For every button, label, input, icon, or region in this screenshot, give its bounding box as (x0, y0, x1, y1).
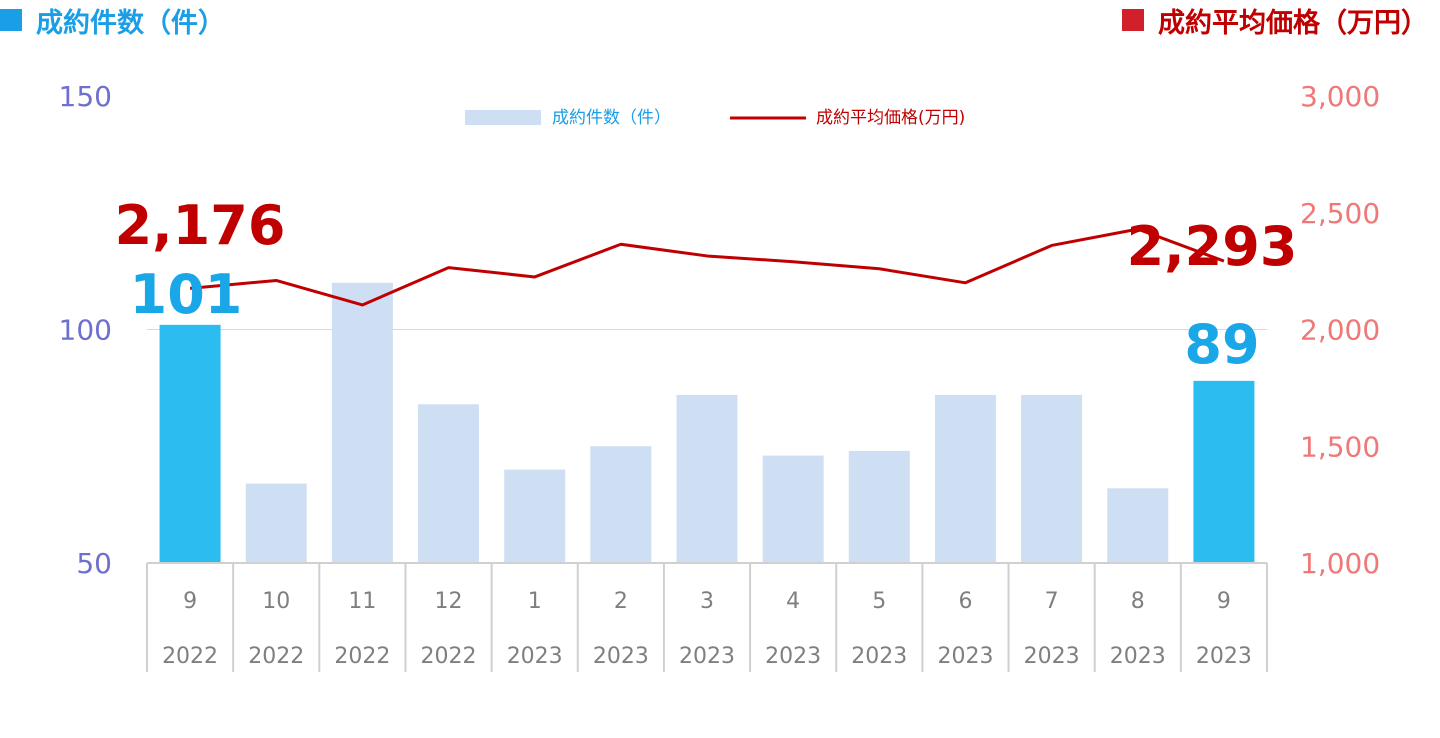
bar (331, 282, 393, 563)
bar (676, 394, 738, 563)
category-month-label: 9 (183, 589, 197, 614)
category-year-label: 2023 (765, 644, 821, 669)
category-year-label: 2022 (334, 644, 390, 669)
left-axis-title: 成約件数（件） (0, 0, 225, 40)
category-month-label: 1 (528, 589, 542, 614)
category-month-label: 4 (786, 589, 800, 614)
right-tick-label: 2,500 (1300, 197, 1380, 230)
category-month-label: 8 (1131, 589, 1145, 614)
category-month-label: 3 (700, 589, 714, 614)
red-square-icon (1122, 9, 1144, 31)
category-year-label: 2023 (937, 644, 993, 669)
bar (934, 394, 996, 563)
annotation-price-start: 2,176 (115, 194, 286, 257)
category-year-label: 2023 (1024, 644, 1080, 669)
bar (159, 324, 221, 563)
legend-bar-swatch (465, 110, 541, 125)
annotation-price-end: 2,293 (1127, 215, 1298, 278)
category-month-label: 9 (1217, 589, 1231, 614)
annotation-count-end: 89 (1184, 313, 1259, 376)
right-tick-label: 2,000 (1300, 314, 1380, 347)
category-month-label: 2 (614, 589, 628, 614)
category-month-label: 7 (1045, 589, 1059, 614)
category-year-label: 2022 (421, 644, 477, 669)
category-month-label: 11 (348, 589, 376, 614)
price-line (189, 227, 1225, 307)
bar (762, 455, 824, 563)
right-tick-label: 1,000 (1300, 547, 1380, 580)
bar (848, 450, 910, 563)
category-year-label: 2023 (1196, 644, 1252, 669)
category-month-label: 12 (435, 589, 463, 614)
bar (1193, 380, 1255, 563)
left-tick-label: 150 (59, 80, 112, 113)
bar (1021, 394, 1083, 563)
legend-line-label: 成約平均価格(万円) (816, 108, 965, 128)
right-axis-title: 成約平均価格（万円） (1122, 0, 1428, 40)
bar (1107, 488, 1169, 563)
bar (245, 483, 307, 563)
category-year-label: 2023 (851, 644, 907, 669)
category-year-label: 2023 (507, 644, 563, 669)
right-title-text: 成約平均価格（万円） (1158, 7, 1428, 39)
legend-bar-label: 成約件数（件） (552, 108, 671, 128)
annotation-count-start: 101 (130, 263, 243, 326)
category-year-label: 2022 (162, 644, 218, 669)
bar (590, 446, 652, 563)
left-tick-label: 100 (59, 314, 112, 347)
left-title-text: 成約件数（件） (36, 7, 225, 39)
category-month-label: 5 (872, 589, 886, 614)
category-year-label: 2023 (1110, 644, 1166, 669)
blue-square-icon (0, 9, 22, 31)
bar (504, 469, 566, 563)
category-year-label: 2023 (679, 644, 735, 669)
right-tick-label: 1,500 (1300, 430, 1380, 463)
right-tick-label: 3,000 (1300, 80, 1380, 113)
left-tick-label: 50 (76, 547, 112, 580)
category-year-label: 2023 (593, 644, 649, 669)
category-month-label: 6 (958, 589, 972, 614)
bar (418, 404, 480, 563)
category-year-label: 2022 (248, 644, 304, 669)
category-month-label: 10 (262, 589, 290, 614)
